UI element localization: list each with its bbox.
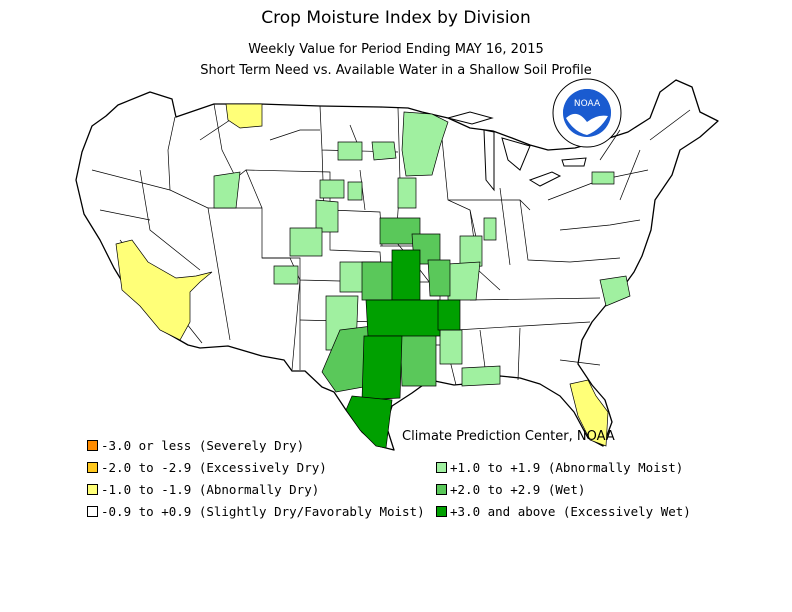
legend-swatch — [436, 462, 447, 473]
legend-swatch — [87, 462, 98, 473]
legend-swatch — [87, 506, 98, 517]
map-subtitle-description: Short Term Need vs. Available Water in a… — [200, 63, 592, 78]
legend-label: +3.0 and above (Excessively Wet) — [450, 504, 691, 519]
great-lakes — [446, 111, 587, 192]
legend-swatch — [87, 440, 98, 451]
excessively-wet-regions — [345, 249, 461, 449]
legend-swatch — [87, 484, 98, 495]
legend-item-severely-dry: -3.0 or less (Severely Dry) — [87, 439, 304, 453]
legend-item-excessively-wet: +3.0 and above (Excessively Wet) — [436, 505, 691, 519]
legend-label: -3.0 or less (Severely Dry) — [101, 438, 305, 453]
legend-item-abnormally-moist: +1.0 to +1.9 (Abnormally Moist) — [436, 461, 683, 475]
legend-label: -0.9 to +0.9 (Slightly Dry/Favorably Moi… — [101, 504, 425, 519]
legend-label: -2.0 to -2.9 (Excessively Dry) — [101, 460, 327, 475]
legend-swatch — [436, 484, 447, 495]
map-title: Crop Moisture Index by Division — [261, 8, 531, 28]
credit-text: Climate Prediction Center, NOAA — [402, 429, 615, 444]
legend-item-excessively-dry: -2.0 to -2.9 (Excessively Dry) — [87, 461, 327, 475]
legend-label: +1.0 to +1.9 (Abnormally Moist) — [450, 460, 684, 475]
legend-item-abnormally-dry: -1.0 to -1.9 (Abnormally Dry) — [87, 483, 319, 497]
noaa-logo-text: NOAA — [574, 99, 601, 109]
noaa-seal-icon: NOAA — [552, 78, 622, 148]
legend-item-near-normal: -0.9 to +0.9 (Slightly Dry/Favorably Moi… — [87, 505, 425, 519]
legend-label: +2.0 to +2.9 (Wet) — [450, 482, 586, 497]
map-subtitle-period: Weekly Value for Period Ending MAY 16, 2… — [248, 42, 544, 57]
legend-label: -1.0 to -1.9 (Abnormally Dry) — [101, 482, 320, 497]
legend-item-wet: +2.0 to +2.9 (Wet) — [436, 483, 585, 497]
abnormally-dry-regions — [115, 103, 609, 447]
legend-swatch — [436, 506, 447, 517]
